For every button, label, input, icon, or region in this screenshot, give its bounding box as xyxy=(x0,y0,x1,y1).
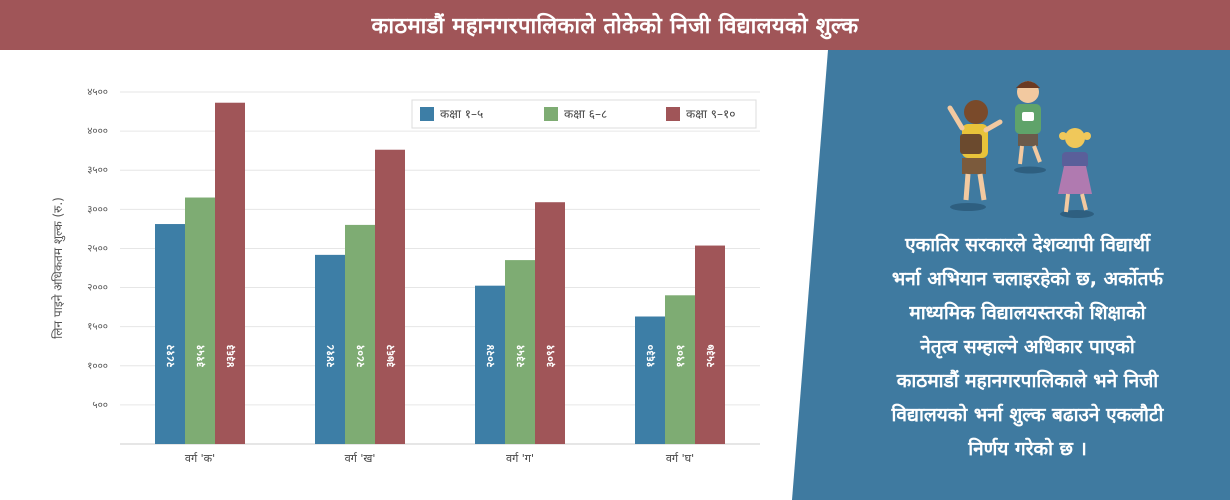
bar-chart: ५०० १००० १५०० २००० २५०० ३००० ३५०० ४००० ४५०० लिन प… xyxy=(51,87,760,465)
y-tick-label: ४००० xyxy=(87,126,108,137)
bar-value-label: २३५१ xyxy=(514,345,527,368)
info-line: विद्यालयको भर्ना शुल्क बढाउने एकलौटी xyxy=(891,404,1164,426)
page-title: काठमाडौं महानगरपालिकाले तोकेको निजी विद्… xyxy=(371,14,859,39)
info-line: काठमाडौं महानगरपालिकाले भने निजी xyxy=(896,370,1159,392)
y-tick-label: ३००० xyxy=(87,204,108,215)
bar xyxy=(185,197,215,444)
bar-value-label: २४१८ xyxy=(324,344,337,367)
info-line: एकातिर सरकारले देशव्यापी विद्यार्थी xyxy=(905,234,1150,256)
bar xyxy=(475,285,505,444)
bar xyxy=(215,102,245,445)
x-category-label: वर्ग 'ग' xyxy=(506,452,534,465)
legend-label: कक्षा ६–८ xyxy=(564,107,607,121)
legend-swatch xyxy=(420,107,434,121)
bar xyxy=(695,245,725,444)
bar xyxy=(535,202,565,444)
info-panel-text: एकातिर सरकारले देशव्यापी विद्यार्थी भर्न… xyxy=(840,228,1215,466)
x-category-label: वर्ग 'घ' xyxy=(666,452,694,465)
bar xyxy=(345,224,375,444)
x-category-label: वर्ग 'क' xyxy=(185,452,215,465)
y-tick-label: २००० xyxy=(87,283,108,294)
y-tick-label: १००० xyxy=(87,361,108,372)
bar xyxy=(155,224,185,444)
info-line: नेतृत्व सम्हाल्ने अधिकार पाएको xyxy=(920,336,1135,358)
bar-value-label: १९०१ xyxy=(674,345,687,368)
running-children-icon xyxy=(947,81,1094,218)
bar-value-label: २०२४ xyxy=(484,344,497,367)
y-tick-label: २५०० xyxy=(87,243,108,254)
legend-label: कक्षा ९–१० xyxy=(686,107,735,121)
bar-value-label: २८१२ xyxy=(164,344,177,367)
y-axis-label: लिन पाइने अधिकतम शुल्क (रु.) xyxy=(51,197,66,339)
bar xyxy=(635,316,665,444)
legend-swatch xyxy=(666,107,680,121)
legend-swatch xyxy=(544,107,558,121)
bar xyxy=(665,295,695,444)
bar xyxy=(375,149,405,444)
legend-label: कक्षा १–५ xyxy=(440,107,483,121)
info-line: माध्यमिक विद्यालयस्तरको शिक्षाको xyxy=(909,302,1146,324)
bar-value-label: २८०१ xyxy=(354,345,367,368)
y-tick-label: १५०० xyxy=(87,322,108,333)
y-tick-label: ४५०० xyxy=(87,87,108,98)
bar-value-label: ४३६३ xyxy=(224,344,237,367)
x-category-label: वर्ग 'ख' xyxy=(345,452,376,465)
y-tick-label: ५०० xyxy=(92,400,108,411)
bar xyxy=(505,260,535,444)
legend-box xyxy=(411,99,757,129)
info-line: भर्ना अभियान चलाइरहेको छ, अर्कोतर्फ xyxy=(891,268,1164,290)
info-line: निर्णय गरेको छ । xyxy=(968,438,1087,460)
header-bar: काठमाडौं महानगरपालिकाले तोकेको निजी विद्… xyxy=(0,0,1230,50)
bar xyxy=(315,254,345,444)
bar-value-label: ३१५१ xyxy=(194,345,207,368)
y-tick-label: ३५०० xyxy=(87,165,108,176)
bar-value-label: ३७६२ xyxy=(384,344,397,367)
bar-value-label: १६३० xyxy=(644,344,657,367)
bar-value-label: २५३७ xyxy=(704,344,717,367)
bar-value-label: ३०९१ xyxy=(544,345,557,368)
